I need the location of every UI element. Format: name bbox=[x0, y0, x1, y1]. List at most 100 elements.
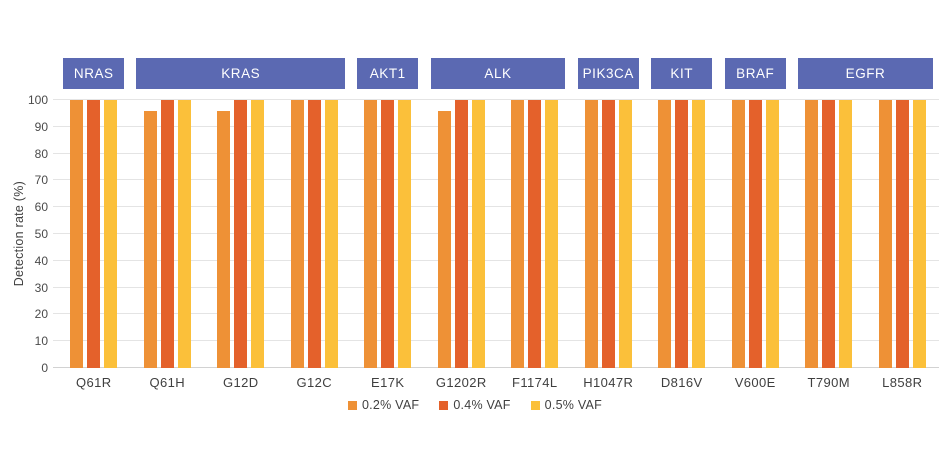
bar-group-Q61R bbox=[70, 100, 118, 368]
x-tick-label-H1047R: H1047R bbox=[583, 375, 634, 390]
x-axis-baseline bbox=[53, 367, 939, 368]
bar-V600E-0.5pct-vaf bbox=[765, 100, 779, 368]
bar-D816V-0.5pct-vaf bbox=[692, 100, 706, 368]
gene-band-PIK3CA: PIK3CA bbox=[577, 58, 639, 89]
y-axis-ticks: 0 10 20 30 40 50 60 70 80 90 100 bbox=[0, 94, 48, 374]
bar-G12C-0.5pct-vaf bbox=[324, 100, 338, 368]
bar-T790M-0.2pct-vaf bbox=[805, 100, 819, 368]
x-tick-label-G12C: G12C bbox=[296, 375, 332, 390]
gridline-30 bbox=[53, 286, 939, 288]
bar-G12D-0.2pct-vaf bbox=[217, 110, 231, 368]
bar-L858R-0.4pct-vaf bbox=[895, 100, 909, 368]
plot-area bbox=[53, 99, 939, 368]
y-tick-label-0: 0 bbox=[41, 361, 48, 375]
legend-label: 0.2% VAF bbox=[361, 398, 420, 412]
gene-band-label-ALK: ALK bbox=[484, 66, 512, 81]
gridline-10 bbox=[53, 340, 939, 342]
y-tick-label-10: 10 bbox=[34, 334, 48, 349]
bar-V600E-0.4pct-vaf bbox=[748, 100, 762, 368]
legend-label: 0.4% VAF bbox=[453, 398, 511, 412]
gridline-100 bbox=[53, 99, 939, 100]
gene-band-row: NRAS KRAS AKT1 ALK PIK3CA KIT BRAF EGFR bbox=[57, 58, 939, 89]
x-tick-label-Q61H: Q61H bbox=[149, 375, 185, 390]
bar-G12C-0.4pct-vaf bbox=[307, 100, 321, 368]
bar-group-Q61H bbox=[143, 100, 191, 368]
bar-L858R-0.5pct-vaf bbox=[912, 100, 926, 368]
bar-group-E17K bbox=[364, 100, 412, 368]
gene-band-EGFR: EGFR bbox=[798, 58, 933, 89]
y-tick-label-60: 60 bbox=[34, 200, 48, 215]
bar-group-L858R bbox=[878, 100, 926, 368]
gene-band-AKT1: AKT1 bbox=[356, 58, 419, 89]
bar-E17K-0.5pct-vaf bbox=[398, 100, 412, 368]
legend-item-0.4pct-vaf: 0.4% VAF bbox=[439, 398, 510, 412]
gridline-20 bbox=[53, 313, 939, 315]
gene-band-KRAS: KRAS bbox=[136, 58, 345, 89]
gene-band-label-NRAS: NRAS bbox=[73, 66, 114, 81]
x-tick-label-G1202R: G1202R bbox=[435, 375, 487, 390]
legend-swatch bbox=[530, 400, 540, 410]
gene-band-label-PIK3CA: PIK3CA bbox=[582, 66, 634, 81]
legend-label: 0.5% VAF bbox=[544, 398, 603, 412]
bar-group-D816V bbox=[658, 100, 706, 368]
gene-band-ALK: ALK bbox=[430, 58, 566, 89]
bar-T790M-0.4pct-vaf bbox=[822, 100, 836, 368]
y-tick-label-50: 50 bbox=[34, 227, 48, 241]
bar-E17K-0.4pct-vaf bbox=[381, 100, 395, 368]
gridline-40 bbox=[53, 259, 939, 261]
bar-F1174L-0.4pct-vaf bbox=[528, 100, 542, 368]
y-tick-label-80: 80 bbox=[34, 146, 48, 161]
bar-Q61H-0.4pct-vaf bbox=[160, 100, 174, 368]
gene-band-label-EGFR: EGFR bbox=[845, 66, 886, 81]
y-tick-label-70: 70 bbox=[34, 173, 48, 188]
x-tick-label-L858R: L858R bbox=[882, 375, 923, 390]
bar-G12C-0.2pct-vaf bbox=[290, 100, 304, 368]
gene-band-label-KIT: KIT bbox=[670, 66, 694, 81]
x-tick-label-G12D: G12D bbox=[222, 375, 259, 390]
legend-item-0.2pct-vaf: 0.2% VAF bbox=[347, 398, 420, 412]
bar-T790M-0.5pct-vaf bbox=[839, 100, 853, 368]
bar-G1202R-0.4pct-vaf bbox=[454, 100, 468, 368]
bar-H1047R-0.2pct-vaf bbox=[584, 100, 598, 368]
bar-group-G12D bbox=[217, 100, 265, 368]
legend-swatch bbox=[439, 400, 449, 410]
bar-L858R-0.2pct-vaf bbox=[878, 100, 892, 368]
bar-group-T790M bbox=[805, 100, 853, 368]
bar-group-F1174L bbox=[511, 100, 559, 368]
gridline-90 bbox=[53, 125, 939, 127]
y-tick-label-30: 30 bbox=[34, 280, 48, 295]
y-tick-label-90: 90 bbox=[34, 119, 48, 134]
x-tick-label-F1174L: F1174L bbox=[512, 375, 558, 390]
bar-Q61H-0.2pct-vaf bbox=[143, 110, 157, 368]
gene-band-label-KRAS: KRAS bbox=[221, 66, 261, 81]
x-axis-labels: Q61R Q61H G12D G12C E17K G1202R F1174L H1047R D8… bbox=[57, 375, 939, 391]
bar-Q61R-0.2pct-vaf bbox=[70, 100, 84, 368]
y-tick-label-100: 100 bbox=[27, 93, 48, 107]
x-tick-label-V600E: V600E bbox=[734, 375, 776, 390]
y-tick-label-40: 40 bbox=[34, 253, 48, 268]
bar-G12D-0.4pct-vaf bbox=[234, 100, 248, 368]
bar-Q61R-0.5pct-vaf bbox=[104, 100, 118, 368]
bar-G1202R-0.2pct-vaf bbox=[437, 110, 451, 368]
bar-Q61R-0.4pct-vaf bbox=[87, 100, 101, 368]
gene-band-label-BRAF: BRAF bbox=[736, 66, 775, 81]
gridline-60 bbox=[53, 206, 939, 208]
bar-group-H1047R bbox=[584, 100, 632, 368]
bar-G1202R-0.5pct-vaf bbox=[471, 100, 485, 368]
bar-group-V600E bbox=[731, 100, 779, 368]
bar-F1174L-0.2pct-vaf bbox=[511, 100, 525, 368]
x-tick-label-D816V: D816V bbox=[660, 375, 703, 390]
bar-E17K-0.2pct-vaf bbox=[364, 100, 378, 368]
bar-H1047R-0.4pct-vaf bbox=[601, 100, 615, 368]
x-tick-label-Q61R: Q61R bbox=[75, 375, 112, 390]
gridline-80 bbox=[53, 152, 939, 154]
bar-D816V-0.2pct-vaf bbox=[658, 100, 672, 368]
bar-group-G1202R bbox=[437, 100, 485, 368]
bar-V600E-0.2pct-vaf bbox=[731, 100, 745, 368]
gridline-70 bbox=[53, 179, 939, 181]
bar-Q61H-0.5pct-vaf bbox=[177, 100, 191, 368]
gene-band-BRAF: BRAF bbox=[724, 58, 786, 89]
bar-D816V-0.4pct-vaf bbox=[675, 100, 689, 368]
gene-band-KIT: KIT bbox=[650, 58, 713, 89]
